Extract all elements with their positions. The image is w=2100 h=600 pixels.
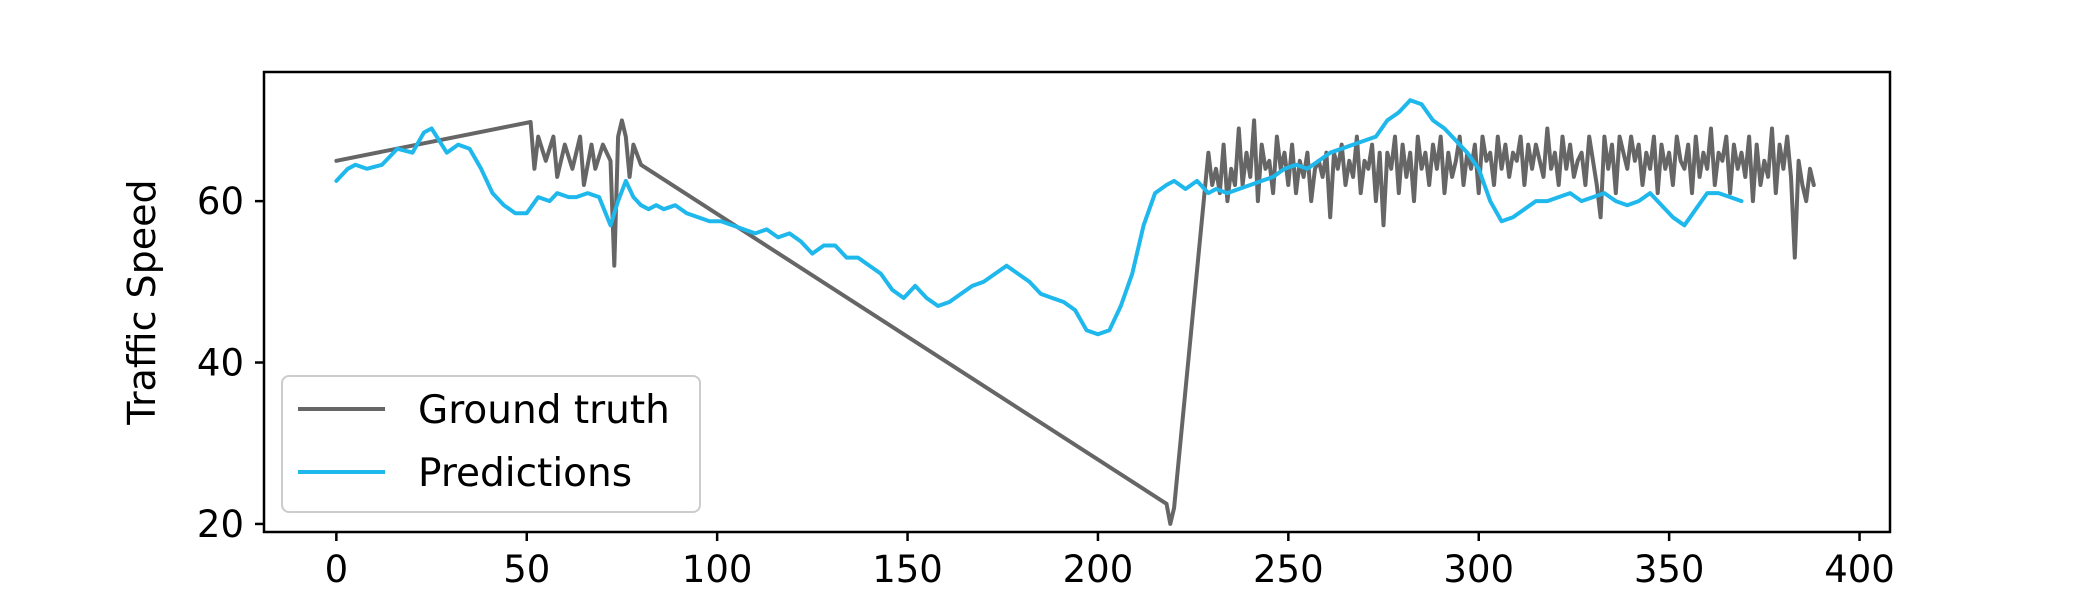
x-tick-label: 250	[1253, 548, 1324, 591]
y-axis: 20 40 60	[197, 180, 264, 546]
x-tick-label: 300	[1443, 548, 1514, 591]
y-axis-title: Traffic Speed	[120, 179, 164, 425]
y-tick-label: 60	[197, 180, 244, 223]
series-line-predictions	[334, 98, 1744, 337]
x-tick-label: 50	[503, 548, 550, 591]
y-tick-label: 20	[197, 503, 244, 546]
legend-label-predictions: Predictions	[418, 451, 632, 496]
x-tick-label: 200	[1063, 548, 1134, 591]
series-line-ground-truth	[334, 118, 1816, 526]
legend: Ground truth Predictions	[281, 375, 701, 513]
x-tick-label: 150	[872, 548, 943, 591]
x-tick-label: 350	[1634, 548, 1705, 591]
legend-label-ground-truth: Ground truth	[418, 388, 670, 433]
x-tick-label: 100	[682, 548, 753, 591]
y-tick-label: 40	[197, 342, 244, 385]
x-tick-label: 0	[325, 548, 349, 591]
legend-box	[281, 375, 701, 513]
x-tick-label: 400	[1824, 548, 1895, 591]
plot-frame	[262, 70, 1892, 534]
x-axis: 0 50 100 150 200 250 300 350 400	[325, 532, 1895, 591]
series-layer	[334, 98, 1816, 526]
